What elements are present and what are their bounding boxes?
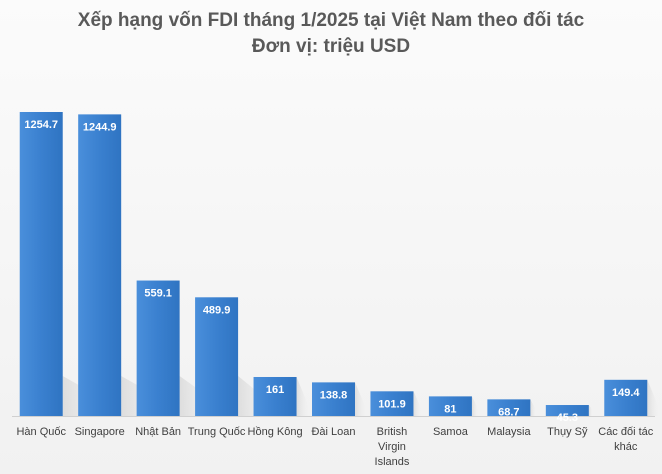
bar-shadow [647, 379, 660, 416]
data-label: 68.7 [498, 406, 519, 418]
bar [136, 280, 180, 416]
category-label: British Virgin Islands [375, 426, 410, 468]
bar [604, 379, 648, 416]
chart-title-line: Xếp hạng vốn FDI tháng 1/2025 tại Việt N… [77, 10, 585, 31]
category-label: Hồng Kông [248, 426, 303, 438]
category-labels: Hàn Quốc Singapore Nhật Bản Trung Quốc Hồng … [16, 426, 653, 468]
category-label: Nhật Bản [135, 426, 181, 438]
data-label: 81 [444, 403, 456, 415]
bar [370, 391, 414, 416]
data-label: 149.4 [612, 387, 640, 399]
bar [487, 399, 531, 416]
category-label: Hàn Quốc [16, 426, 66, 438]
category-label: Đài Loan [311, 426, 355, 438]
bar-shadow [588, 405, 593, 416]
category-label: Trung Quốc [188, 426, 246, 438]
data-label: 45.3 [557, 412, 578, 424]
bars [19, 112, 648, 416]
data-label: 161 [266, 384, 284, 396]
bar [312, 382, 355, 416]
data-label: 559.1 [144, 288, 172, 300]
chart-title: Xếp hạng vốn FDI tháng 1/2025 tại Việt N… [0, 8, 662, 60]
bar-shadow [471, 396, 479, 416]
category-label: Singapore [75, 426, 125, 438]
bar [78, 114, 122, 416]
bar-shadow [530, 399, 537, 416]
bar [428, 396, 472, 416]
bar [19, 112, 63, 416]
bar-shadow [413, 391, 423, 416]
value-labels: 1254.7 1244.9 559.1 489.9 161 138.8 101.9 81 68.… [24, 119, 640, 424]
bar-shadow [355, 382, 367, 416]
category-label: Malaysia [487, 426, 531, 438]
chart-subtitle: Đơn vị: triệu USD [251, 36, 411, 57]
bar [545, 405, 589, 416]
data-label: 101.9 [378, 398, 406, 410]
bar-shadow [296, 376, 311, 416]
category-label: Thụy Sỹ [547, 426, 588, 438]
category-label: Samoa [433, 426, 469, 438]
data-label: 489.9 [203, 304, 231, 316]
data-label: 138.8 [320, 389, 348, 401]
category-label: Các đối tác khác [598, 426, 654, 453]
bar [253, 376, 297, 416]
data-label: 1244.9 [83, 121, 117, 133]
bar [195, 297, 239, 416]
data-label: 1254.7 [24, 119, 58, 131]
